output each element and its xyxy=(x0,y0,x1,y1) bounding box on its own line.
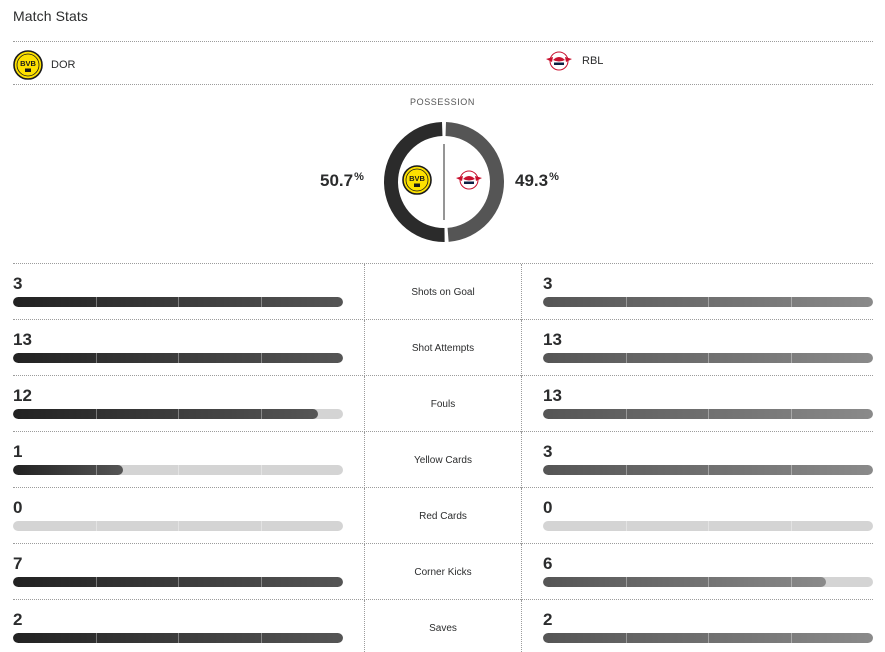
stat-row: 3 Shots on Goal 3 xyxy=(13,263,873,320)
home-stat-bar xyxy=(13,465,343,475)
team-header-row: BVB DOR RBL xyxy=(13,41,873,85)
stat-name: Shot Attempts xyxy=(364,320,522,376)
away-stat-value: 13 xyxy=(543,386,562,405)
stat-row: 12 Fouls 13 xyxy=(13,375,873,432)
donut-rbl-crest-icon xyxy=(456,170,482,190)
away-stat-bar-fill xyxy=(543,465,873,475)
away-stat-bar xyxy=(543,577,873,587)
away-stat-value: 2 xyxy=(543,610,553,629)
home-stat-bar xyxy=(13,633,343,643)
away-possession-arc xyxy=(445,122,504,242)
away-stat-bar xyxy=(543,633,873,643)
stat-row: 2 Saves 2 xyxy=(13,599,873,652)
away-possession-number: 49.3 xyxy=(515,171,549,190)
away-stat-value: 6 xyxy=(543,554,553,573)
home-stat-bar xyxy=(13,521,343,531)
away-stat-bar xyxy=(543,521,873,531)
home-team[interactable]: BVB DOR xyxy=(13,50,75,80)
stat-row: 1 Yellow Cards 3 xyxy=(13,431,873,488)
possession-donut-chart: BVB xyxy=(383,122,504,242)
bvb-crest-icon: BVB xyxy=(13,50,43,80)
home-stat-bar xyxy=(13,409,343,419)
home-stat-bar xyxy=(13,577,343,587)
away-stat-value: 3 xyxy=(543,442,553,461)
home-stat-value: 1 xyxy=(13,442,23,461)
home-possession-value: 50.7% xyxy=(320,171,364,191)
stat-row: 0 Red Cards 0 xyxy=(13,487,873,544)
home-stat-value: 12 xyxy=(13,386,32,405)
home-stat-value: 7 xyxy=(13,554,23,573)
home-possession-number: 50.7 xyxy=(320,171,354,190)
home-stat-bar-fill xyxy=(13,465,123,475)
away-possession-value: 49.3% xyxy=(515,171,559,191)
stat-row: 13 Shot Attempts 13 xyxy=(13,319,873,376)
away-team-abbr: RBL xyxy=(582,55,604,67)
donut-bvb-crest-icon: BVB xyxy=(402,165,432,195)
page-title: Match Stats xyxy=(13,8,89,24)
home-stat-bar-fill xyxy=(13,577,343,587)
bvb-crest-text: BVB xyxy=(20,59,36,68)
stat-name: Saves xyxy=(364,600,522,652)
away-stat-bar xyxy=(543,297,873,307)
possession-section: POSSESSION 50.7% 49.3% BVB xyxy=(0,85,885,263)
stat-row: 7 Corner Kicks 6 xyxy=(13,543,873,600)
home-stat-value: 0 xyxy=(13,498,23,517)
home-stat-value: 3 xyxy=(13,274,23,293)
away-possession-unit: % xyxy=(549,171,559,183)
away-stat-value: 0 xyxy=(543,498,553,517)
stat-name: Yellow Cards xyxy=(364,432,522,488)
away-stat-value: 3 xyxy=(543,274,553,293)
home-stat-value: 2 xyxy=(13,610,23,629)
away-stat-bar xyxy=(543,409,873,419)
home-stat-bar xyxy=(13,297,343,307)
home-possession-arc xyxy=(383,122,445,242)
away-stat-bar-fill xyxy=(543,409,873,419)
home-stat-value: 13 xyxy=(13,330,32,349)
home-stat-bar-fill xyxy=(13,353,343,363)
away-team[interactable]: RBL xyxy=(544,50,603,72)
home-stat-bar-fill xyxy=(13,633,343,643)
away-stat-bar-fill xyxy=(543,633,873,643)
away-stat-value: 13 xyxy=(543,330,562,349)
away-stat-bar xyxy=(543,465,873,475)
stat-name: Shots on Goal xyxy=(364,264,522,320)
stat-name: Fouls xyxy=(364,376,522,432)
donut-bvb-crest-text: BVB xyxy=(409,174,425,183)
home-stat-bar xyxy=(13,353,343,363)
stats-table: 3 Shots on Goal 3 13 Shot Attempts 13 12 Fouls 1… xyxy=(13,263,873,652)
stat-name: Corner Kicks xyxy=(364,544,522,600)
home-team-abbr: DOR xyxy=(51,59,76,71)
home-possession-unit: % xyxy=(354,171,364,183)
stat-name: Red Cards xyxy=(364,488,522,544)
away-stat-bar-fill xyxy=(543,297,873,307)
rbl-crest-icon xyxy=(546,51,572,71)
home-stat-bar-fill xyxy=(13,297,343,307)
home-stat-bar-fill xyxy=(13,409,318,419)
possession-label: POSSESSION xyxy=(409,97,476,107)
away-stat-bar-fill xyxy=(543,577,826,587)
away-stat-bar xyxy=(543,353,873,363)
away-stat-bar-fill xyxy=(543,353,873,363)
